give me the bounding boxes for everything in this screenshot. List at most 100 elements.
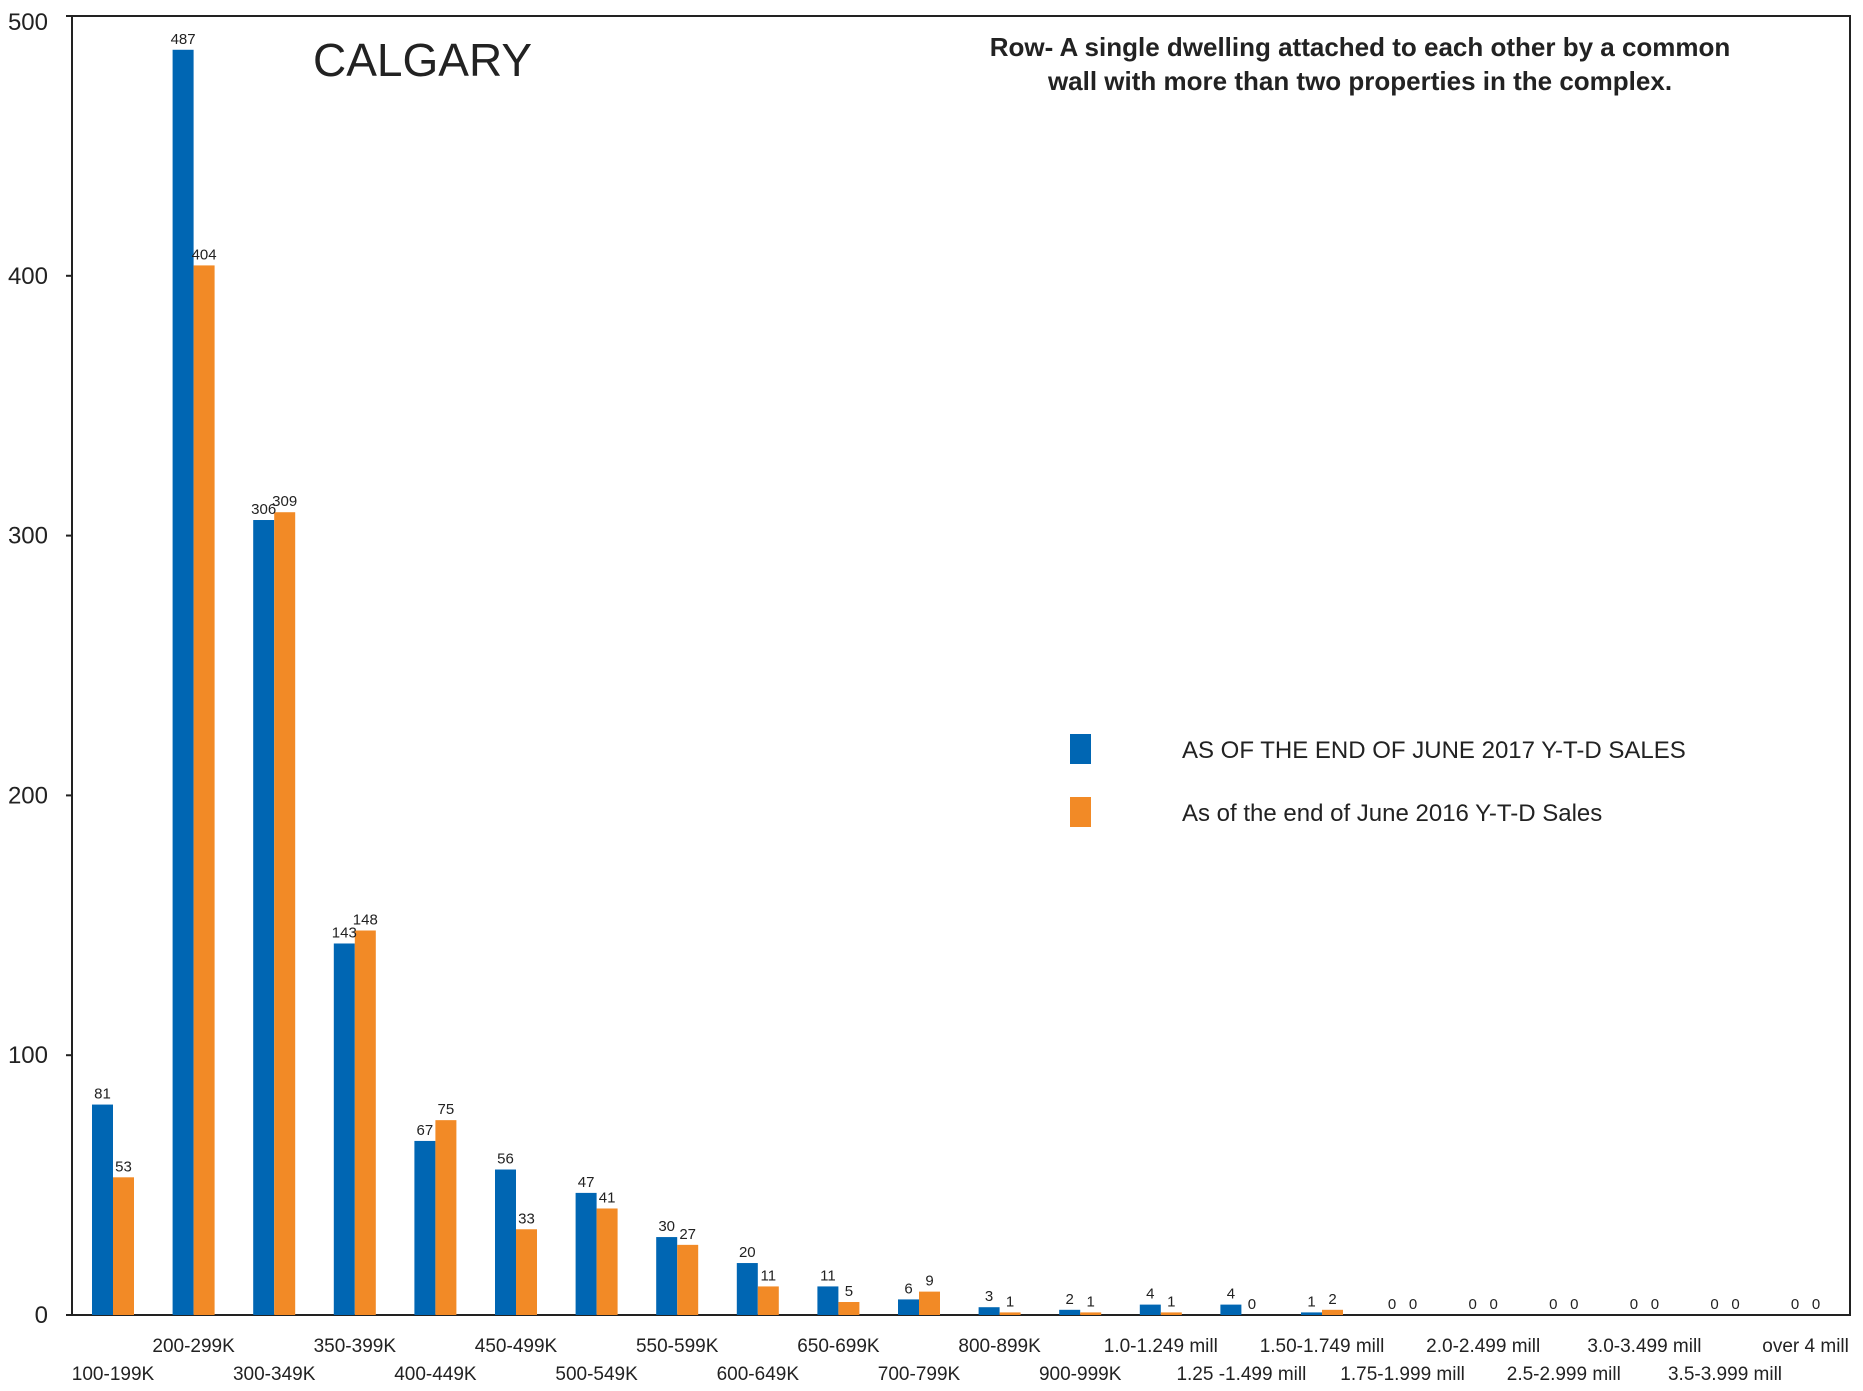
data-label: 67 [417, 1122, 434, 1139]
x-tick-label: 3.5-3.999 mill [1668, 1364, 1782, 1385]
bar-series2 [435, 1120, 457, 1315]
data-label: 81 [94, 1086, 111, 1103]
data-label: 0 [1248, 1296, 1256, 1313]
x-tick-label: 1.75-1.999 mill [1340, 1364, 1465, 1385]
x-axis: 100-199K 200-299K 300-349K 350-399K 400-449K… [72, 1336, 1849, 1385]
data-label: 75 [438, 1101, 455, 1118]
bar-series1 [898, 1299, 919, 1315]
y-tick-label: 200 [8, 782, 48, 809]
data-label: 0 [1490, 1296, 1498, 1313]
bar-series2 [1322, 1309, 1343, 1315]
bar-series2 [274, 512, 296, 1315]
data-label: 404 [192, 246, 217, 263]
x-tick-label: 650-699K [797, 1336, 880, 1357]
bar-series2 [516, 1229, 537, 1315]
data-label: 148 [353, 911, 378, 928]
bar-series2 [354, 930, 376, 1315]
legend-label: AS OF THE END OF JUNE 2017 Y-T-D SALES [1182, 737, 1686, 764]
legend-label: As of the end of June 2016 Y-T-D Sales [1182, 800, 1602, 827]
data-label: 2 [1328, 1291, 1336, 1308]
bar-series1 [817, 1286, 839, 1315]
bar-series2 [838, 1302, 860, 1315]
data-label: 487 [171, 31, 196, 48]
y-tick-label: 0 [35, 1302, 48, 1329]
bar-series2 [1080, 1312, 1102, 1315]
data-label: 309 [272, 493, 297, 510]
bar-series2 [677, 1244, 699, 1315]
bar-series1 [575, 1192, 597, 1315]
x-tick-label: 3.0-3.499 mill [1587, 1336, 1701, 1357]
bar-series1 [1220, 1304, 1242, 1315]
data-label: 143 [332, 924, 357, 941]
chart-annotation: Row- A single dwelling attached to each … [990, 32, 1731, 96]
y-tick-label: 300 [8, 523, 48, 550]
bar-series2 [999, 1312, 1021, 1315]
x-tick-label: 2.0-2.499 mill [1426, 1336, 1540, 1357]
data-label: 41 [599, 1189, 616, 1206]
annotation-line: Row- A single dwelling attached to each … [990, 32, 1731, 62]
data-label: 3 [985, 1288, 993, 1305]
bar-series1 [414, 1140, 436, 1315]
x-tick-label: 600-649K [717, 1364, 800, 1385]
data-label: 27 [679, 1226, 696, 1243]
data-label: 47 [578, 1174, 595, 1191]
data-label: 53 [115, 1158, 132, 1175]
x-tick-label: 450-499K [475, 1336, 558, 1357]
bar-series2 [193, 265, 215, 1316]
bar-series2 [919, 1291, 940, 1315]
legend-swatch [1070, 797, 1091, 827]
x-tick-label: 2.5-2.999 mill [1507, 1364, 1621, 1385]
data-label: 6 [904, 1280, 912, 1297]
plot-frame [71, 15, 1851, 1316]
data-label: 0 [1710, 1296, 1718, 1313]
x-tick-label: over 4 mill [1762, 1336, 1849, 1357]
bar-series1 [1139, 1304, 1161, 1315]
data-label: 11 [761, 1267, 777, 1284]
bars-group [92, 49, 1343, 1316]
data-label: 1 [1167, 1293, 1175, 1310]
bar-series2 [113, 1177, 134, 1315]
bar-series1 [333, 943, 355, 1315]
y-tick-label: 100 [8, 1042, 48, 1069]
data-label: 0 [1409, 1296, 1417, 1313]
x-tick-label: 800-899K [958, 1336, 1041, 1357]
data-label: 30 [658, 1218, 675, 1235]
data-label: 0 [1549, 1296, 1557, 1313]
x-tick-label: 350-399K [314, 1336, 397, 1357]
bar-series1 [172, 49, 194, 1315]
annotation-line: wall with more than two properties in th… [1047, 66, 1672, 96]
data-label: 0 [1469, 1296, 1477, 1313]
bar-series1 [978, 1307, 1000, 1315]
chart-title: CALGARY [313, 34, 532, 86]
bar-series1 [253, 520, 275, 1315]
x-tick-label: 550-599K [636, 1336, 719, 1357]
legend: AS OF THE END OF JUNE 2017 Y-T-D SALES As… [1070, 734, 1686, 827]
bar-series2 [596, 1208, 618, 1315]
data-label: 56 [497, 1151, 514, 1168]
bar-series2 [1160, 1312, 1182, 1315]
x-tick-label: 700-799K [878, 1364, 961, 1385]
data-label: 4 [1227, 1286, 1235, 1303]
x-tick-label: 1.25 -1.499 mill [1176, 1364, 1306, 1385]
data-label: 11 [820, 1267, 836, 1284]
data-label: 306 [251, 501, 276, 518]
data-label: 5 [845, 1283, 853, 1300]
bar-series1 [92, 1104, 113, 1315]
bar-series1 [656, 1237, 678, 1315]
bar-series1 [1301, 1312, 1322, 1315]
x-tick-label: 900-999K [1039, 1364, 1122, 1385]
data-label: 0 [1630, 1296, 1638, 1313]
data-label: 0 [1731, 1296, 1739, 1313]
y-tick-label: 500 [8, 9, 48, 36]
x-tick-label: 200-299K [152, 1336, 235, 1357]
data-label: 2 [1066, 1291, 1074, 1308]
data-label: 20 [739, 1244, 756, 1261]
bar-series1 [736, 1263, 758, 1315]
y-axis: 0 100 200 300 400 500 [8, 9, 72, 1329]
plot-border [71, 15, 1851, 1316]
data-label: 0 [1570, 1296, 1578, 1313]
data-label: 1 [1087, 1293, 1095, 1310]
